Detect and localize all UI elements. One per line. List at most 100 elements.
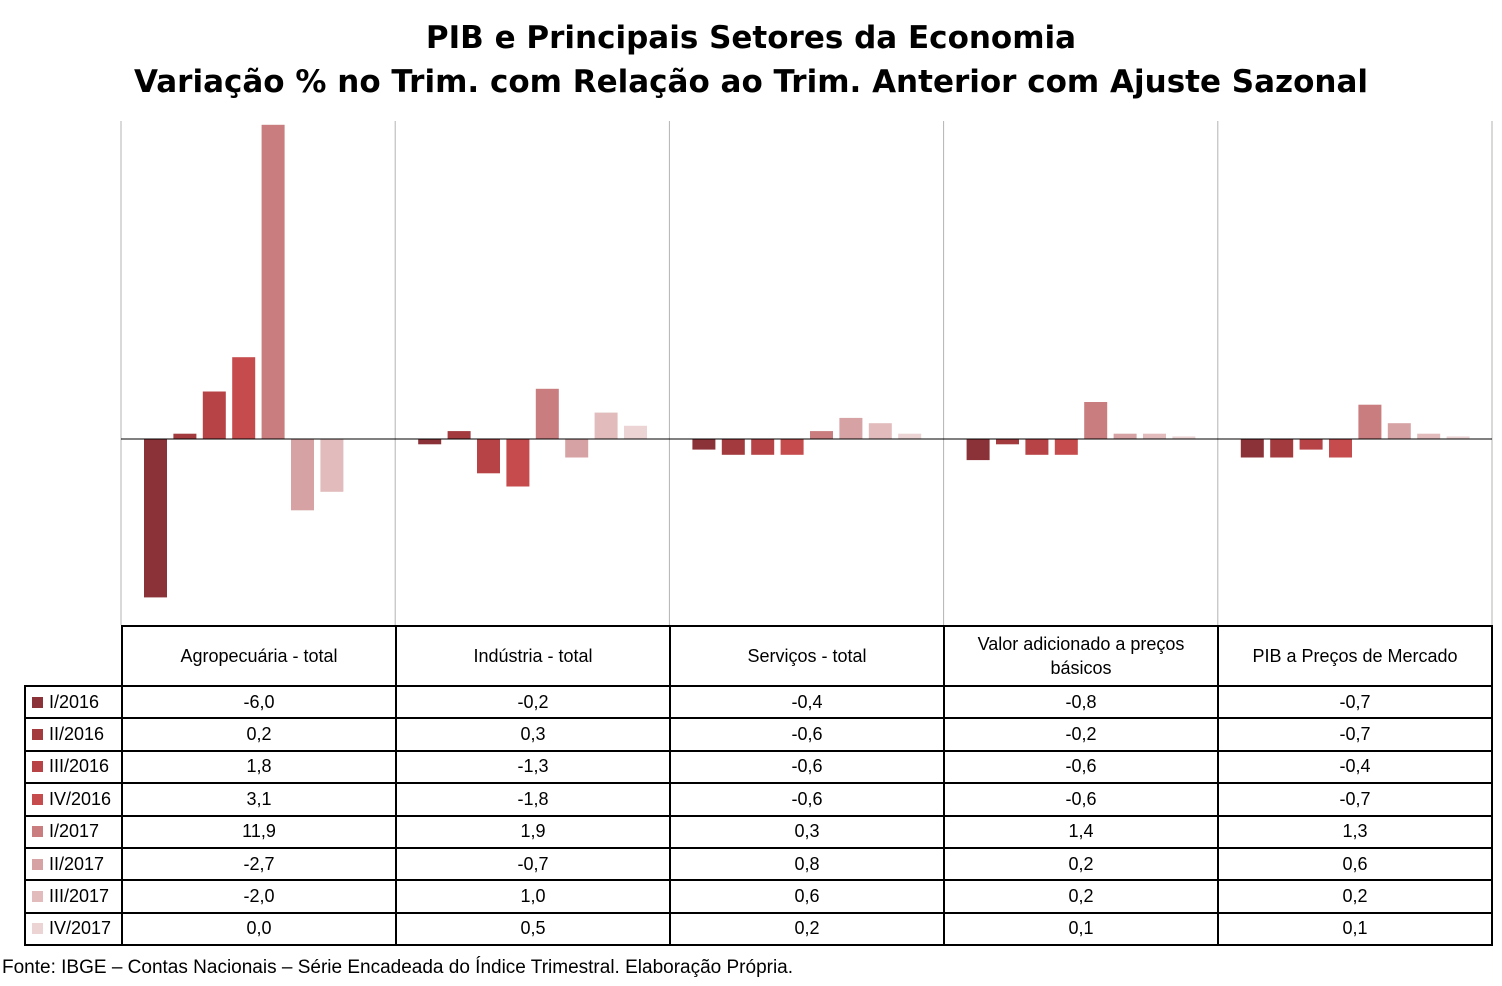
source-note: Fonte: IBGE – Contas Nacionais – Série E…: [2, 957, 794, 978]
data-label: -0,6: [669, 717, 945, 752]
data-label: 0,2: [943, 879, 1219, 914]
legend-entry: I/2017: [24, 814, 123, 849]
data-label: -2,7: [121, 846, 397, 882]
data-label: -1,8: [395, 782, 671, 817]
legend-swatch: [32, 793, 43, 805]
data-label: 0,6: [1217, 846, 1493, 882]
data-label: 11,9: [121, 814, 397, 849]
bar-iv-2016-4: [1329, 439, 1352, 458]
series-name: II/2016: [49, 724, 105, 745]
data-label: 0,6: [669, 879, 945, 914]
bar-ii-2016-1: [447, 431, 471, 439]
bar-ii-2016-0: [173, 433, 197, 439]
series-name: I/2017: [49, 821, 100, 842]
data-label: 1,0: [395, 879, 671, 914]
data-label: 1,4: [943, 814, 1219, 849]
bar-iii-2017-4: [1417, 433, 1441, 439]
bar-i-2017-3: [1084, 402, 1108, 439]
data-label: 0,1: [1217, 911, 1493, 947]
data-label: 0,5: [395, 911, 671, 947]
category-header: PIB a Preços de Mercado: [1217, 625, 1493, 687]
data-label: -1,3: [395, 749, 671, 785]
data-label: 0,2: [1217, 879, 1493, 914]
legend-entry: II/2017: [24, 846, 123, 882]
legend-entry: I/2016: [24, 684, 123, 720]
bar-i-2016-1: [418, 439, 442, 445]
data-label: -0,7: [1217, 782, 1493, 817]
bar-ii-2017-0: [291, 439, 314, 511]
bar-chart: [120, 121, 1493, 625]
data-label: 1,8: [121, 749, 397, 785]
data-label: 3,1: [121, 782, 397, 817]
data-label: -0,6: [943, 749, 1219, 785]
data-label: 0,0: [121, 911, 397, 947]
legend-swatch: [32, 729, 43, 741]
table-row: III/2017 -2,0 1,0 0,6 0,2 0,2: [24, 879, 1493, 914]
table-row: I/2017 11,9 1,9 0,3 1,4 1,3: [24, 814, 1493, 849]
bar-iii-2017-2: [868, 423, 892, 439]
bar-i-2016-3: [966, 439, 990, 461]
bar-iii-2017-1: [594, 412, 618, 439]
bar-ii-2017-3: [1113, 433, 1137, 439]
table-row: III/2016 1,8 -1,3 -0,6 -0,6 -0,4: [24, 749, 1493, 785]
series-name: IV/2017: [49, 918, 112, 939]
data-label: -0,2: [395, 684, 671, 720]
bar-iv-2017-4: [1446, 436, 1470, 439]
series-name: IV/2016: [49, 788, 112, 809]
data-label: -0,7: [395, 846, 671, 882]
bar-i-2017-2: [810, 431, 833, 439]
series-name: I/2016: [49, 691, 100, 712]
bar-i-2016-2: [692, 439, 716, 450]
legend-entry: III/2016: [24, 749, 123, 785]
data-label: 0,3: [395, 717, 671, 752]
table-row: II/2016 0,2 0,3 -0,6 -0,2 -0,7: [24, 717, 1493, 752]
bar-i-2016-0: [144, 439, 167, 598]
bar-iv-2016-0: [232, 357, 256, 439]
data-label: -0,4: [669, 684, 945, 720]
chart-title: PIB e Principais Setores da Economia: [425, 20, 1077, 56]
legend-entry: IV/2017: [24, 911, 123, 947]
bar-iv-2017-2: [898, 433, 922, 439]
table-corner: [25, 626, 123, 687]
data-label: 0,2: [943, 846, 1219, 882]
legend-entry: III/2017: [24, 879, 123, 914]
data-label: 0,8: [669, 846, 945, 882]
chart-subtitle: Variação % no Trim. com Relação ao Trim.…: [133, 64, 1369, 100]
legend-swatch: [32, 923, 43, 935]
data-label: 0,1: [943, 911, 1219, 947]
legend-entry: II/2016: [24, 717, 123, 752]
data-label: -0,2: [943, 717, 1219, 752]
data-label: -0,6: [669, 782, 945, 817]
bar-iv-2017-3: [1172, 436, 1196, 439]
series-name: III/2017: [49, 886, 110, 907]
legend-swatch: [32, 891, 43, 903]
category-header: Valor adicionado a preços básicos: [943, 625, 1219, 687]
data-label: -0,6: [943, 782, 1219, 817]
data-label: -6,0: [121, 684, 397, 720]
data-label: -0,7: [1217, 684, 1493, 720]
category-header: Serviços - total: [669, 625, 945, 687]
data-label: 0,2: [669, 911, 945, 947]
series-name: III/2016: [49, 756, 110, 777]
bar-iv-2016-2: [780, 439, 804, 455]
bar-i-2017-1: [535, 388, 559, 439]
legend-swatch: [32, 858, 43, 870]
data-label: 1,9: [395, 814, 671, 849]
bar-ii-2017-4: [1387, 423, 1411, 439]
data-label: -0,7: [1217, 717, 1493, 752]
bar-ii-2017-2: [839, 417, 863, 439]
table-row: IV/2016 3,1 -1,8 -0,6 -0,6 -0,7: [24, 782, 1493, 817]
legend-swatch: [32, 696, 43, 708]
category-header: Agropecuária - total: [121, 625, 397, 687]
data-label: -0,4: [1217, 749, 1493, 785]
bar-iii-2016-4: [1299, 439, 1323, 450]
bar-iii-2016-3: [1025, 439, 1049, 455]
legend-swatch: [32, 826, 43, 838]
table-row: II/2017 -2,7 -0,7 0,8 0,2 0,6: [24, 846, 1493, 882]
bar-ii-2017-1: [565, 439, 589, 458]
legend-entry: IV/2016: [24, 782, 123, 817]
bar-i-2017-0: [261, 124, 285, 440]
data-label: -0,8: [943, 684, 1219, 720]
bar-ii-2016-2: [721, 439, 745, 455]
bar-iii-2017-0: [320, 439, 344, 492]
